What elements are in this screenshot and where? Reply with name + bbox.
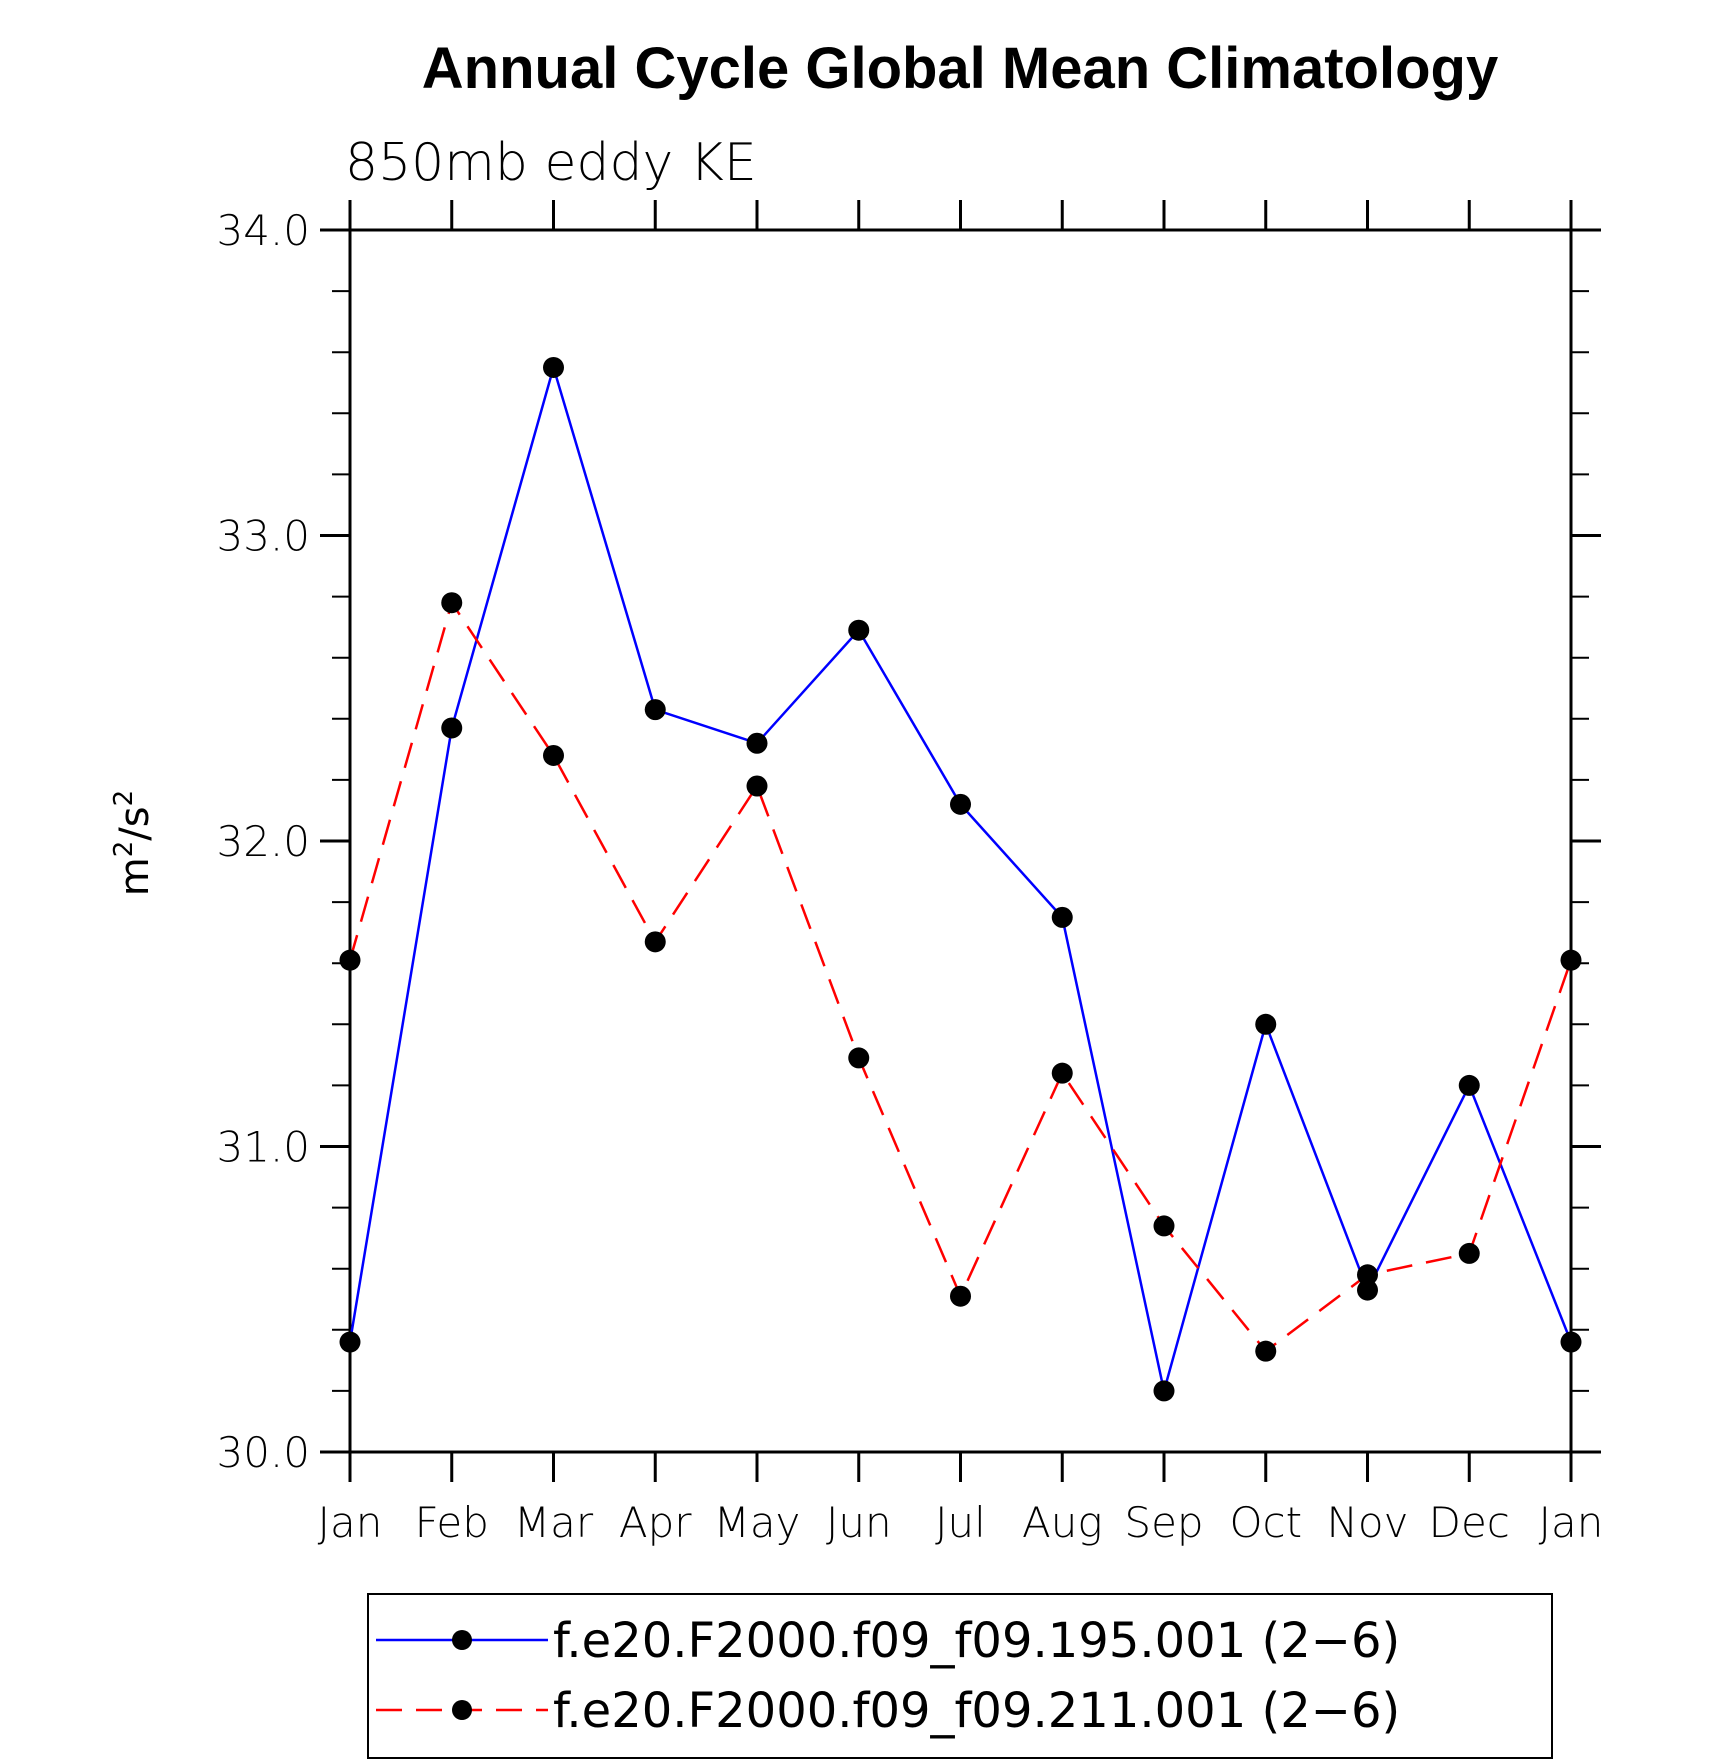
x-tick-label: May	[714, 1498, 801, 1547]
series-2-point	[746, 775, 768, 797]
series-2-point	[848, 1047, 870, 1069]
series-2-point	[1458, 1242, 1480, 1264]
legend: f.e20.F2000.f09_f09.195.001 (2−6) f.e20.F…	[367, 1593, 1553, 1759]
series-1-point	[543, 356, 564, 378]
legend-marker-1	[452, 1630, 472, 1650]
x-tick-label: Apr	[619, 1498, 692, 1547]
series-1-point	[1255, 1013, 1277, 1035]
series-1-point	[441, 717, 463, 739]
series-1-point	[1051, 906, 1073, 928]
series-1-point	[339, 1331, 361, 1353]
x-tick-label: Jun	[826, 1498, 892, 1547]
legend-label-1: f.e20.F2000.f09_f09.195.001 (2−6)	[553, 1613, 1400, 1669]
series-1-point	[644, 699, 666, 721]
series-2-point	[339, 949, 361, 971]
y-tick-label: 32.0	[216, 817, 310, 866]
series-2-point	[950, 1285, 971, 1307]
y-tick-label: 34.0	[216, 206, 310, 255]
series-1-point	[950, 793, 971, 815]
x-tick-label: Feb	[415, 1498, 489, 1547]
series-line-2	[348, 599, 1573, 1353]
plot-frame	[348, 228, 1573, 1454]
chart-title: Annual Cycle Global Mean Climatology	[422, 36, 1498, 101]
y-axis-label: m2/s2	[109, 790, 158, 896]
series-2-point	[1357, 1264, 1378, 1286]
series-2-point	[1560, 949, 1582, 971]
series-1-point	[1153, 1380, 1175, 1402]
legend-entries: f.e20.F2000.f09_f09.195.001 (2−6) f.e20.F…	[376, 1613, 1400, 1739]
x-tick-label: Dec	[1429, 1498, 1510, 1547]
y-tick-label: 30.0	[216, 1428, 310, 1477]
legend-label-2: f.e20.F2000.f09_f09.211.001 (2−6)	[553, 1683, 1400, 1739]
legend-marker-2	[452, 1700, 472, 1720]
x-tick-label: Aug	[1022, 1498, 1103, 1547]
ylabel-base: m	[112, 857, 158, 896]
series-layer	[339, 356, 1582, 1402]
y-tick-label: 33.0	[216, 512, 310, 561]
x-tick-label: Mar	[514, 1498, 594, 1547]
ylabel-sup1: 2	[109, 841, 139, 858]
x-tick-label: Jan	[1539, 1498, 1604, 1547]
series-1-point	[1560, 1331, 1582, 1353]
series-2-point	[1255, 1340, 1277, 1362]
x-tick-label: Oct	[1229, 1498, 1302, 1547]
x-tick-label: Nov	[1327, 1498, 1409, 1547]
series-1-point	[1458, 1074, 1480, 1096]
chart-subtitle: 850mb eddy KE	[345, 133, 757, 193]
x-tick-label: Sep	[1124, 1498, 1203, 1547]
x-tick-label: Jul	[935, 1498, 986, 1547]
svg-text:m2/s2: m2/s2	[109, 790, 158, 896]
axes: Jan Feb Mar Apr May Jun Jul Aug Sep Oct Nov Dec Jan3…	[216, 200, 1603, 1547]
series-2-point	[441, 592, 463, 614]
series-line-1	[348, 362, 1573, 1392]
series-2-point	[543, 744, 564, 766]
series-2-point	[644, 931, 666, 953]
ylabel-sup2: 2	[109, 790, 139, 807]
legend-box	[367, 1593, 1553, 1759]
series-2-point	[1153, 1215, 1175, 1237]
series-2-point	[1051, 1062, 1073, 1084]
series-1-point	[848, 619, 870, 641]
y-tick-label: 31.0	[216, 1123, 310, 1172]
series-1-point	[1357, 1279, 1378, 1301]
series-1-point	[746, 732, 768, 754]
ylabel-mid: /s	[112, 806, 158, 840]
x-tick-label: Jan	[318, 1498, 383, 1547]
